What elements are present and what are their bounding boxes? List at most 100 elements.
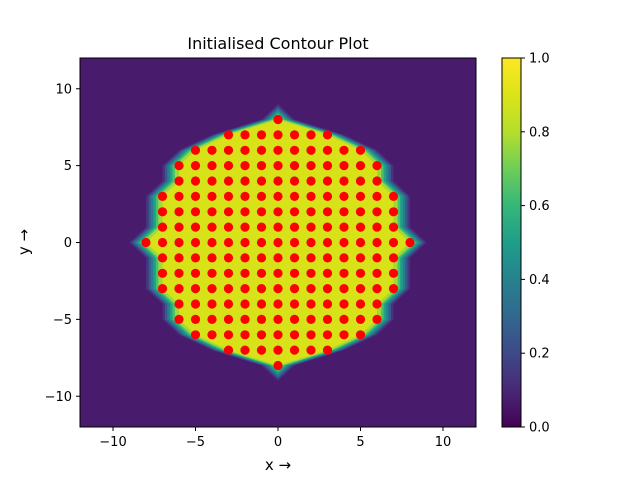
data-point (289, 176, 300, 186)
data-point (339, 191, 349, 201)
data-point (306, 330, 316, 340)
data-point (157, 191, 168, 201)
data-point (141, 237, 151, 248)
data-point (223, 299, 234, 309)
data-point (256, 145, 267, 155)
data-point (372, 237, 382, 248)
data-point (207, 314, 217, 324)
data-point (306, 237, 316, 248)
data-point (306, 253, 316, 263)
data-point (355, 284, 366, 294)
data-point (223, 222, 234, 232)
data-point (306, 222, 316, 232)
data-point (256, 237, 267, 248)
data-point (256, 253, 267, 263)
data-point (355, 191, 366, 201)
data-point (322, 145, 333, 155)
data-point (256, 345, 267, 355)
data-point (256, 284, 267, 294)
data-point (322, 253, 333, 263)
data-point (322, 237, 333, 248)
data-point (372, 314, 382, 324)
data-point (322, 268, 333, 278)
data-point (223, 237, 234, 248)
data-point (322, 345, 333, 355)
data-point (322, 222, 333, 232)
data-point (240, 130, 250, 140)
data-point (339, 284, 349, 294)
data-point (322, 284, 333, 294)
data-point (306, 207, 316, 217)
data-point (388, 191, 399, 201)
data-point (207, 330, 217, 340)
data-point (207, 191, 217, 201)
data-point (355, 330, 366, 340)
data-point (339, 314, 349, 324)
data-point (289, 207, 300, 217)
y-tick-label: 5 (64, 159, 72, 174)
data-point (306, 191, 316, 201)
data-point (223, 191, 234, 201)
data-point (289, 191, 300, 201)
data-point (322, 130, 333, 140)
data-point (306, 176, 316, 186)
data-point (355, 268, 366, 278)
colorbar-tick-label: 0.6 (529, 199, 550, 214)
data-point (223, 284, 234, 294)
data-point (174, 176, 184, 186)
chart-title: Initialised Contour Plot (187, 34, 368, 53)
data-point (207, 222, 217, 232)
data-point (240, 237, 250, 248)
data-point (289, 237, 300, 248)
data-point (339, 222, 349, 232)
data-point (190, 253, 201, 263)
data-point (273, 314, 283, 324)
data-point (388, 268, 399, 278)
data-point (372, 268, 382, 278)
x-axis-ticks: −10 −5 0 5 10 (99, 427, 451, 450)
colorbar-tick-label: 0.8 (529, 125, 550, 140)
data-point (207, 145, 217, 155)
data-point (306, 268, 316, 278)
data-point (372, 299, 382, 309)
data-point (190, 191, 201, 201)
data-point (273, 145, 283, 155)
data-point (405, 237, 415, 248)
data-point (256, 222, 267, 232)
data-point (174, 237, 184, 248)
data-point (372, 176, 382, 186)
data-point (223, 145, 234, 155)
data-point (355, 314, 366, 324)
data-point (355, 253, 366, 263)
data-point (322, 314, 333, 324)
data-point (240, 330, 250, 340)
colorbar-gradient (502, 58, 521, 427)
data-point (256, 314, 267, 324)
data-point (223, 268, 234, 278)
data-point (289, 253, 300, 263)
data-point (256, 207, 267, 217)
colorbar-tick-label: 0.4 (529, 273, 550, 288)
data-point (322, 176, 333, 186)
data-point (174, 253, 184, 263)
data-point (256, 268, 267, 278)
data-point (256, 130, 267, 140)
data-point (273, 161, 283, 171)
data-point (174, 222, 184, 232)
y-axis-ticks: −10 −5 0 5 10 (45, 82, 80, 405)
data-point (273, 237, 283, 248)
data-point (273, 130, 283, 140)
data-point (355, 161, 366, 171)
data-point (223, 207, 234, 217)
data-point (223, 345, 234, 355)
data-point (289, 268, 300, 278)
data-point (273, 222, 283, 232)
data-point (256, 176, 267, 186)
data-point (223, 176, 234, 186)
colorbar-tick-label: 0.0 (529, 421, 550, 436)
data-point (388, 207, 399, 217)
data-point (306, 161, 316, 171)
data-point (190, 284, 201, 294)
data-point (306, 284, 316, 294)
data-point (223, 330, 234, 340)
